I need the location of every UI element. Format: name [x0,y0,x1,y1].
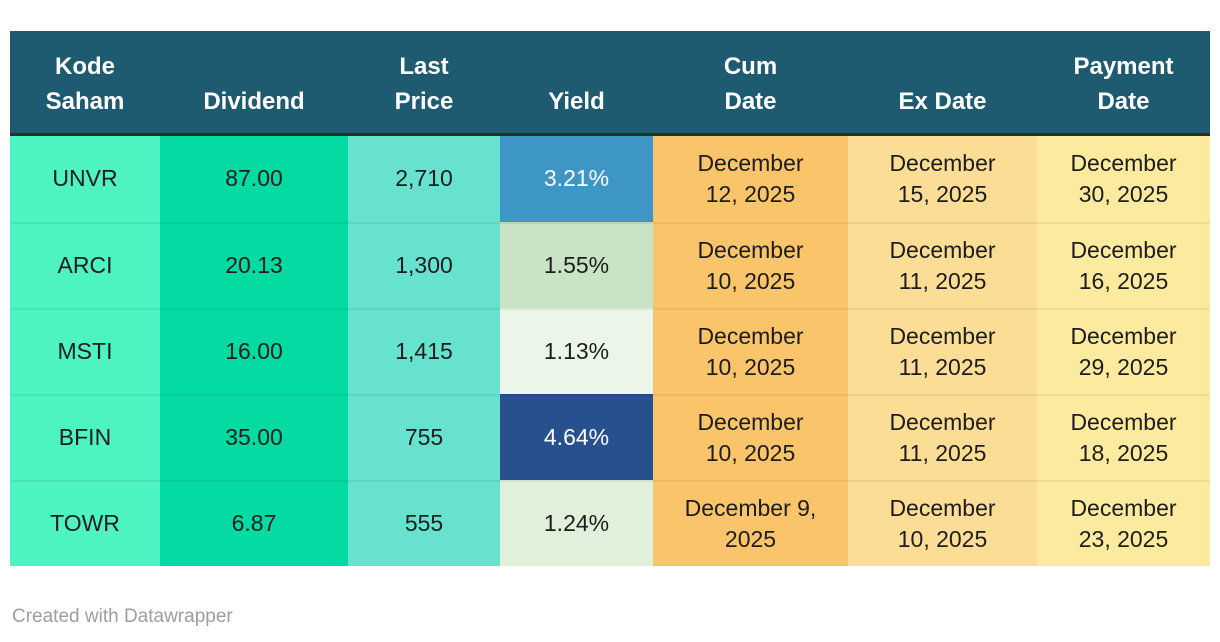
cell-dividend: 20.13 [160,222,348,308]
cell-payment_date: December 23, 2025 [1037,480,1210,566]
column-header-cum_date: Cum Date [723,52,778,116]
cell-payment_date: December 29, 2025 [1037,308,1210,394]
column-header-last_price: Last Price [394,52,454,116]
cell-ex_date: December 11, 2025 [848,222,1037,308]
cell-cum_date: December 10, 2025 [653,308,848,394]
cell-cum_date: December 9, 2025 [653,480,848,566]
cell-yield: 4.64% [500,394,653,480]
cell-last_price: 1,415 [348,308,500,394]
cell-kode: BFIN [10,394,160,480]
cell-cum_date: December 12, 2025 [653,136,848,222]
column-header-kode: Kode Saham [45,52,125,116]
cell-payment_date: December 18, 2025 [1037,394,1210,480]
cell-cum_date: December 10, 2025 [653,394,848,480]
cell-kode: MSTI [10,308,160,394]
cell-last_price: 555 [348,480,500,566]
table-body: UNVR 87.00 2,710 3.21% December 12, 2025 Dece… [10,136,1210,566]
table-row: UNVR 87.00 2,710 3.21% December 12, 2025 Dece… [10,136,1210,222]
column-header-ex_date: Ex Date [898,88,987,116]
table-row: MSTI 16.00 1,415 1.13% December 10, 2025 Dece… [10,308,1210,394]
cell-ex_date: December 15, 2025 [848,136,1037,222]
column-header-dividend: Dividend [203,88,305,116]
column-header-payment_date: Payment Date [1073,52,1174,116]
cell-payment_date: December 16, 2025 [1037,222,1210,308]
cell-dividend: 16.00 [160,308,348,394]
table-row: BFIN 35.00 755 4.64% December 10, 2025 Decemb… [10,394,1210,480]
cell-ex_date: December 11, 2025 [848,308,1037,394]
cell-yield: 1.24% [500,480,653,566]
cell-last_price: 2,710 [348,136,500,222]
datawrapper-credit: Created with Datawrapper [12,606,233,627]
cell-dividend: 35.00 [160,394,348,480]
table-header-row: Kode Saham Dividend Last Price Yield Cum Dat… [10,31,1210,136]
cell-last_price: 1,300 [348,222,500,308]
cell-ex_date: December 10, 2025 [848,480,1037,566]
cell-kode: TOWR [10,480,160,566]
cell-ex_date: December 11, 2025 [848,394,1037,480]
cell-dividend: 6.87 [160,480,348,566]
cell-payment_date: December 30, 2025 [1037,136,1210,222]
cell-cum_date: December 10, 2025 [653,222,848,308]
cell-kode: ARCI [10,222,160,308]
dividend-table: Kode Saham Dividend Last Price Yield Cum Dat… [10,31,1210,566]
cell-kode: UNVR [10,136,160,222]
table-row: TOWR 6.87 555 1.24% December 9, 2025 December… [10,480,1210,566]
column-header-yield: Yield [548,88,605,116]
cell-dividend: 87.00 [160,136,348,222]
cell-yield: 1.55% [500,222,653,308]
cell-last_price: 755 [348,394,500,480]
cell-yield: 1.13% [500,308,653,394]
table-row: ARCI 20.13 1,300 1.55% December 10, 2025 Dece… [10,222,1210,308]
cell-yield: 3.21% [500,136,653,222]
